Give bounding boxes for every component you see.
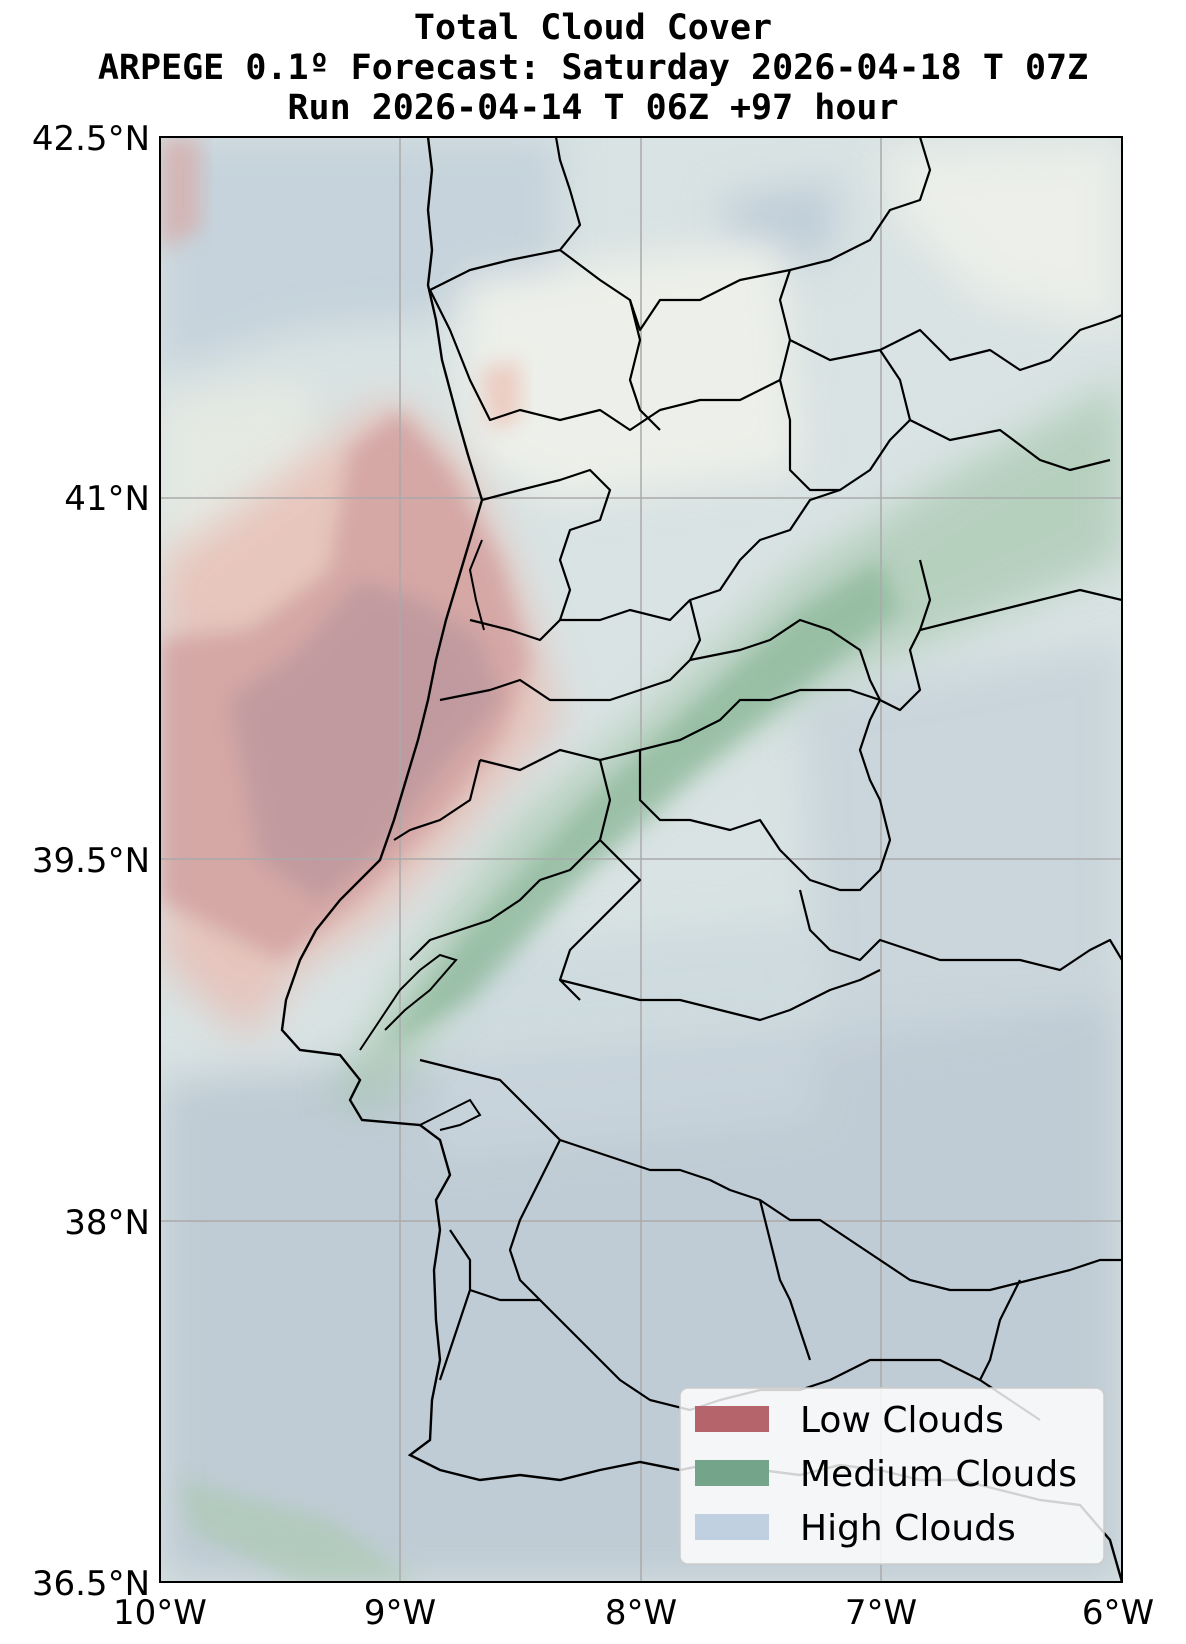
map-plot-area [160,137,1122,1582]
legend-swatch-low-clouds [695,1406,769,1432]
legend-label-high-clouds: High Clouds [800,1508,1016,1549]
lat-tick-41: 41°N [64,479,150,519]
lon-tick-7w: 7°W [845,1593,917,1633]
legend: Low Clouds Medium Clouds High Clouds [679,1387,1105,1565]
title-line-2: ARPEGE 0.1º Forecast: Saturday 2026-04-1… [97,48,1089,88]
lon-tick-6w: 6°W [1082,1593,1154,1633]
plot-frame [159,136,1123,1583]
legend-swatch-medium-clouds [695,1460,769,1486]
tagus-estuary [359,953,458,1051]
medium-clouds-layer [180,380,1122,1582]
lat-tick-labels: 42.5°N 41°N 39.5°N 38°N 36.5°N [32,119,150,1604]
lon-tick-labels: 10°W 9°W 8°W 7°W 6°W [113,1593,1154,1633]
lon-tick-8w: 8°W [605,1593,677,1633]
lat-tick-42-5: 42.5°N [32,119,150,159]
lat-tick-38: 38°N [64,1203,150,1243]
aveiro-lagoon [468,539,485,631]
legend-swatch-high-clouds [695,1514,769,1540]
legend-label-low-clouds: Low Clouds [800,1400,1004,1441]
lat-tick-39-5: 39.5°N [32,841,150,881]
title-line-3: Run 2026-04-14 T 06Z +97 hour [287,88,899,128]
low-clouds-layer [160,137,560,1040]
map-title: Total Cloud Cover ARPEGE 0.1º Forecast: … [0,8,1186,128]
lon-tick-10w: 10°W [113,1593,207,1633]
lat-tick-36-5: 36.5°N [32,1564,150,1604]
sado-estuary [419,1098,482,1131]
lon-tick-9w: 9°W [364,1593,436,1633]
graticule [160,137,1122,1582]
title-line-1: Total Cloud Cover [413,8,773,48]
legend-box [679,1387,1105,1565]
legend-label-medium-clouds: Medium Clouds [800,1454,1077,1495]
